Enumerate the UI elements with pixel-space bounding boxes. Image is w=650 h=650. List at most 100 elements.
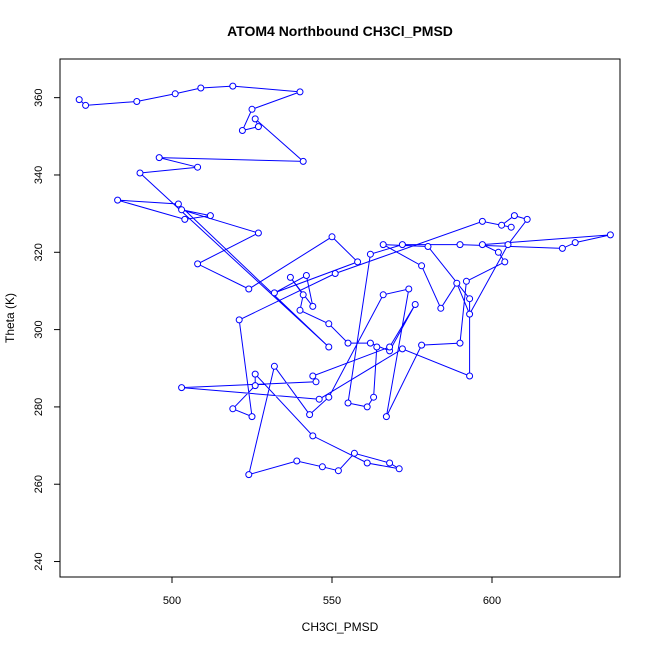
data-point (306, 411, 314, 419)
data-point (251, 115, 259, 123)
x-tick-label: 500 (163, 595, 181, 607)
data-point (462, 277, 470, 285)
data-point (293, 457, 301, 465)
y-tick-label: 240 (33, 552, 45, 570)
data-point (318, 463, 326, 471)
data-point (386, 343, 394, 351)
data-point (344, 339, 352, 347)
data-point (178, 206, 186, 214)
data-point (174, 200, 182, 208)
data-point (494, 248, 502, 256)
data-point (229, 405, 237, 413)
data-point (197, 84, 205, 92)
data-point (424, 243, 432, 250)
data-point (328, 233, 336, 241)
data-point (254, 123, 262, 131)
data-point (398, 345, 406, 353)
data-point (309, 302, 317, 310)
data-point (251, 382, 259, 390)
y-tick-label: 300 (33, 320, 45, 338)
data-point (370, 393, 378, 401)
data-point (466, 372, 474, 380)
data-point (523, 215, 531, 223)
data-point (171, 90, 179, 98)
data-point (82, 101, 90, 109)
data-point (456, 241, 464, 249)
data-point (325, 320, 333, 328)
data-point (194, 260, 202, 268)
data-point (206, 212, 214, 220)
data-point (386, 459, 394, 467)
data-point (498, 221, 506, 229)
data-point (606, 231, 614, 239)
y-tick-label: 340 (33, 166, 45, 184)
data-point (245, 285, 253, 293)
data-point (270, 362, 278, 370)
data-point (178, 384, 186, 392)
data-point (229, 82, 237, 90)
data-point (309, 432, 317, 440)
data-point (75, 96, 83, 104)
data-point (418, 341, 426, 349)
data-point (286, 273, 294, 281)
data-point (437, 304, 445, 312)
data-point (405, 285, 413, 293)
data-point (395, 465, 403, 473)
data-point (478, 241, 486, 249)
data-point (411, 301, 419, 308)
data-point (373, 343, 381, 351)
data-point (510, 212, 518, 220)
data-point (379, 291, 387, 299)
data-point (558, 244, 566, 252)
x-axis: 500 550 600 (163, 577, 501, 607)
data-point (315, 395, 323, 403)
data-point (114, 196, 122, 204)
data-point (254, 229, 262, 237)
data-point (248, 105, 256, 113)
data-point (344, 399, 352, 407)
data-point (325, 343, 333, 351)
data-point (571, 239, 579, 247)
data-point (363, 459, 371, 467)
data-point (456, 339, 464, 347)
data-point (366, 250, 374, 258)
data-point (363, 403, 371, 411)
data-point (181, 215, 189, 223)
data-point (466, 295, 474, 303)
data-point (504, 241, 512, 249)
series-line (78, 85, 611, 476)
data-point (379, 241, 387, 249)
y-tick-label: 320 (33, 243, 45, 261)
data-point (251, 370, 259, 378)
data-point (133, 98, 141, 105)
x-tick-label: 550 (323, 595, 341, 607)
y-axis: 240 260 280 300 320 340 360 (33, 88, 60, 571)
chart-title: ATOM4 Northbound CH3Cl_PMSD (227, 23, 453, 39)
data-point (418, 262, 426, 270)
data-point (299, 157, 307, 165)
y-axis-label: Theta (K) (3, 293, 17, 343)
data-point (354, 258, 362, 266)
data-point (366, 339, 374, 347)
y-tick-label: 260 (33, 475, 45, 493)
data-point (312, 378, 320, 386)
data-point (299, 291, 307, 299)
data-point (382, 413, 390, 421)
data-point (350, 449, 358, 457)
data-point (302, 272, 310, 279)
data-point (507, 223, 515, 231)
y-tick-label: 280 (33, 398, 45, 416)
y-tick-label: 360 (33, 88, 45, 106)
data-point (398, 241, 406, 249)
series-points (75, 82, 614, 479)
data-point (501, 258, 509, 266)
data-point (453, 279, 461, 287)
data-point (270, 289, 278, 297)
data-point (155, 154, 163, 162)
data-point (194, 163, 202, 171)
data-point (466, 310, 474, 318)
data-point (248, 413, 256, 421)
data-point (325, 393, 333, 401)
plot-frame (59, 58, 621, 578)
